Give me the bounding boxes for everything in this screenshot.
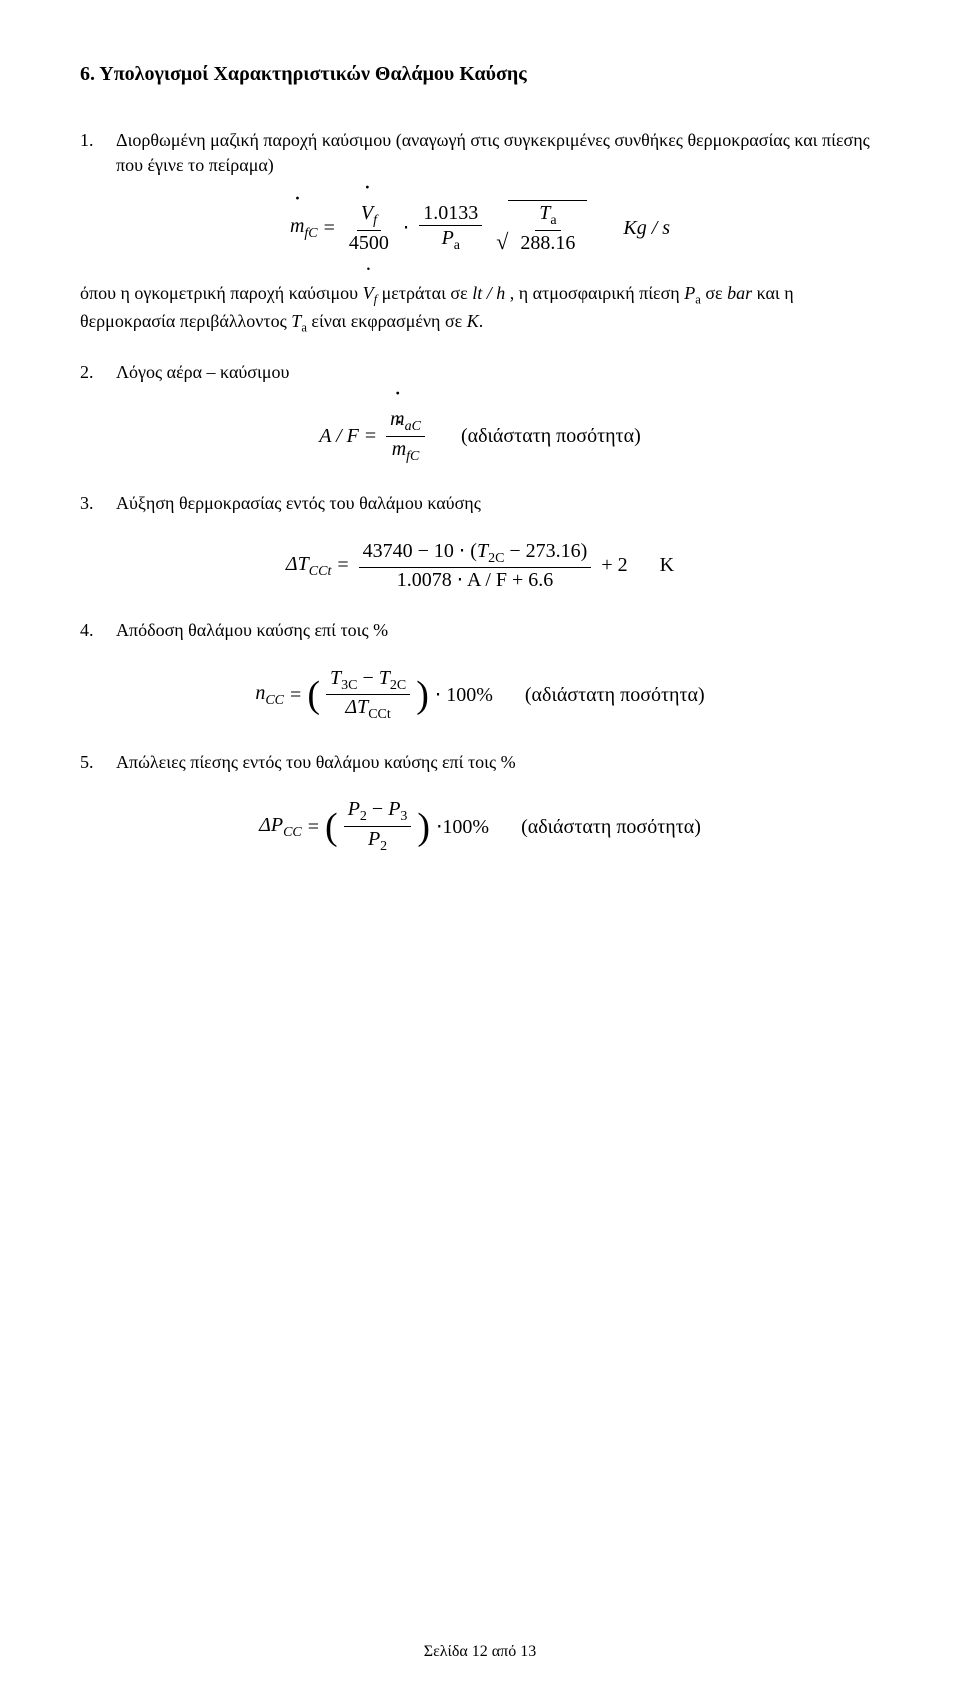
i1a-tvar: T [291,311,301,331]
item-1-after: όπου η ογκομετρική παροχή καύσιμου Vf με… [80,281,880,337]
i1a-k: K [467,311,479,331]
f4-num-t1: T [330,667,341,689]
f5-den-var: P [368,828,380,850]
i1a-tsub: a [301,321,307,335]
f1-dot1: ⋅ [403,214,409,242]
f5-eq: = [308,813,319,841]
f1-sqrt-num-sub: a [550,213,556,228]
item-4-num: 4. [80,618,116,643]
f5-num-p2: P [388,798,400,820]
item-3-text: Αύξηση θερμοκρασίας εντός του θαλάμου κα… [116,491,880,516]
f1-lhs-var: m [290,212,304,240]
f1-sqrt-num-var: T [539,202,550,224]
f4-eq: = [290,681,301,709]
item-1-text: Διορθωμένη μαζική παροχή καύσιμου (αναγω… [116,128,880,178]
f1-fr1-num-var: V [361,201,373,225]
f5-num-p2s: 3 [400,809,407,824]
f3-unit: K [660,551,674,579]
f2-den-var: m [392,437,406,461]
lparen-icon-2: ( [325,810,338,844]
formula-2: A / F = maC mfC (αδιάστατη ποσότητα) [80,407,880,466]
f5-den-sub: 2 [380,839,387,854]
f5-num-minus: − [367,798,388,820]
section-title: 6. Υπολογισμοί Χαρακτηριστικών Θαλάμου Κ… [80,60,880,88]
f3-num-var: T [477,540,488,562]
f4-num-t1s: 3C [341,678,357,693]
f2-lhs: A / F [319,422,359,450]
item-4-text: Απόδοση θαλάμου καύσης επί τοις % [116,618,880,643]
f4-lhs-var: n [255,682,265,704]
item-3-num: 3. [80,491,116,516]
f3-lhs-var: ΔT [286,553,309,575]
f1-fr2-num: 1.0133 [419,201,482,226]
rparen-icon-2: ) [417,810,430,844]
f1-fr2-den-sub: a [454,238,460,253]
i1a-bar: bar [727,283,752,303]
f1-unit: Kg / s [623,214,670,242]
item-3: 3. Αύξηση θερμοκρασίας εντός του θαλάμου… [80,491,880,516]
f2-num-sub: aC [405,419,421,434]
f4-num-t2s: 2C [390,678,406,693]
f1-sqrt-den: 288.16 [516,231,579,255]
page-footer: Σελίδα 12 από 13 [0,1641,960,1663]
formula-4: nCC = ( T3C − T2C ΔTCCt ) ⋅ 100% (αδιάστ… [80,666,880,725]
i1a-vvar: V [363,281,374,306]
sqrt-sign: √ [496,231,508,253]
f3-num-pre: 43740 − 10 ⋅ ( [363,540,477,562]
i1a-mid3: σε [705,283,727,303]
i1a-mid5: είναι εκφρασμένη σε [311,311,466,331]
i1a-mid: μετράται σε [382,283,473,303]
f4-annot: (αδιάστατη ποσότητα) [525,681,705,709]
f1-eq: = [324,214,335,242]
f4-num-t2: T [379,667,390,689]
item-4: 4. Απόδοση θαλάμου καύσης επί τοις % [80,618,880,643]
f2-eq: = [365,422,376,450]
f1-lhs-sub: fC [304,226,317,241]
item-1-num: 1. [80,128,116,153]
f4-tail: ⋅ 100% [435,681,493,709]
item-5-num: 5. [80,750,116,775]
i1a-psub: a [695,293,701,307]
f2-annot: (αδιάστατη ποσότητα) [461,422,641,450]
i1a-mid6: . [479,311,484,331]
item-5: 5. Απώλειες πίεσης εντός του θαλάμου καύ… [80,750,880,775]
f3-num-var-sub: 2C [488,551,504,566]
formula-3: ΔTCCt = 43740 − 10 ⋅ (T2C − 273.16) 1.00… [80,539,880,593]
f5-tail: ⋅100% [436,813,489,841]
formula-5: ΔPCC = ( P2 − P3 P2 ) ⋅100% (αδιάστατη π… [80,797,880,856]
f3-lhs-sub: CCt [309,564,332,579]
f5-annot: (αδιάστατη ποσότητα) [521,813,701,841]
f5-lhs-var: ΔP [259,814,283,836]
f3-den: 1.0078 ⋅ A / F + 6.6 [393,568,558,592]
item-2: 2. Λόγος αέρα – καύσιμου [80,360,880,385]
f1-fr2-den-var: P [442,227,454,249]
item-2-num: 2. [80,360,116,385]
f1-fr1-num-sub: f [373,213,377,228]
f4-den-var: ΔT [345,696,368,718]
f3-eq: = [337,551,348,579]
item-2-text: Λόγος αέρα – καύσιμου [116,360,880,385]
i1a-vsub: f [374,293,378,307]
f1-fr1-den: 4500 [345,231,393,255]
f3-num-post: − 273.16) [504,540,587,562]
f5-lhs-sub: CC [283,825,302,840]
f3-tail: + 2 [601,551,627,579]
i1a-pvar: P [684,283,695,303]
f5-num-p1: P [348,798,360,820]
i1a-pre: όπου η ογκομετρική παροχή καύσιμου [80,283,363,303]
item-1: 1. Διορθωμένη μαζική παροχή καύσιμου (αν… [80,128,880,178]
f5-num-p1s: 2 [360,809,367,824]
rparen-icon: ) [416,678,429,712]
i1a-mid2: , η ατμοσφαιρική πίεση [510,283,685,303]
formula-1: mfC = Vf 4500 ⋅ 1.0133 Pa √ Ta 288.16 Kg… [80,200,880,255]
item-5-text: Απώλειες πίεσης εντός του θαλάμου καύσης… [116,750,880,775]
f4-den-sub: CCt [368,707,391,722]
f2-den-sub: fC [406,449,419,464]
f4-num-minus: − [357,667,378,689]
lparen-icon: ( [307,678,320,712]
i1a-unit1: lt / h [472,283,505,303]
f4-lhs-sub: CC [265,693,284,708]
